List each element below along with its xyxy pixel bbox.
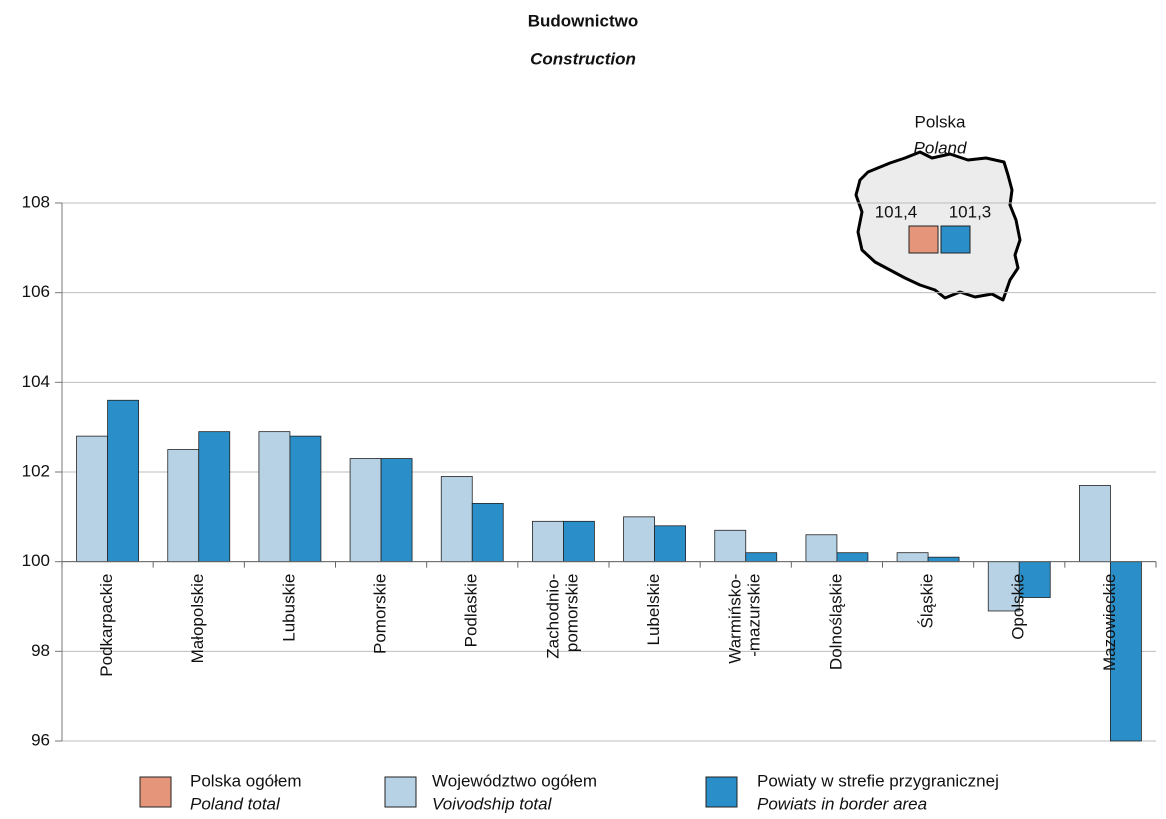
bar <box>1110 561 1142 742</box>
bar <box>349 458 382 563</box>
bar <box>805 534 838 563</box>
x-tick-label: Mazowieckie <box>1100 574 1119 671</box>
x-tick-label: Opolskie <box>1009 574 1028 640</box>
legend-swatch <box>384 776 417 808</box>
legend-label-en: Poland total <box>190 794 281 813</box>
x-tick-label: Podkarpackie <box>97 574 116 677</box>
y-tick-label: 96 <box>31 730 50 749</box>
bar <box>167 449 200 563</box>
x-tick-label: -mazurskie <box>745 574 764 657</box>
bar <box>836 552 869 563</box>
y-tick-label: 98 <box>31 641 50 660</box>
legend-label-en: Voivodship total <box>432 794 553 813</box>
x-tick-label: Śląskie <box>918 574 937 629</box>
bar <box>532 520 564 563</box>
bar <box>289 435 322 563</box>
x-tick-label: Lubuskie <box>279 574 298 642</box>
inset-value-label: 101,4 <box>875 202 918 221</box>
x-tick-label: Warmińsko- <box>726 574 745 664</box>
bar <box>107 399 139 563</box>
bar <box>623 516 655 563</box>
legend-swatch <box>705 776 738 808</box>
y-tick-label: 108 <box>22 192 50 211</box>
y-tick-label: 102 <box>22 461 50 480</box>
bar <box>563 520 595 563</box>
legend-label: Polska ogółem <box>190 771 302 790</box>
chart-title: Budownictwo <box>528 11 638 30</box>
inset-subtitle: Poland <box>914 138 967 157</box>
inset-value-label: 101,3 <box>949 202 992 221</box>
legend-label: Powiaty w strefie przygranicznej <box>757 771 999 790</box>
bar <box>440 476 473 563</box>
bar <box>471 502 504 563</box>
inset-title: Polska <box>914 112 966 131</box>
y-tick-label: 104 <box>22 372 50 391</box>
legend-swatch <box>139 776 172 808</box>
bar <box>896 552 929 563</box>
inset-square <box>940 225 971 254</box>
bar <box>745 552 778 563</box>
bar <box>1079 485 1111 563</box>
bar <box>927 556 960 563</box>
inset-square <box>908 225 939 254</box>
bar <box>654 525 686 563</box>
x-tick-label: Lubelskie <box>644 574 663 646</box>
bar <box>714 529 747 563</box>
legend-label: Województwo ogółem <box>432 771 597 790</box>
x-tick-label: Zachodnio- <box>543 574 562 659</box>
x-tick-label: Pomorskie <box>371 574 390 654</box>
x-tick-label: Podlaskie <box>462 574 481 648</box>
x-tick-label: Małopolskie <box>188 574 207 664</box>
y-tick-label: 100 <box>22 551 50 570</box>
bar <box>258 431 291 563</box>
bar <box>76 435 108 563</box>
x-tick-label: pomorskie <box>562 574 581 652</box>
bar <box>380 458 413 563</box>
bar <box>1018 561 1051 598</box>
chart-subtitle: Construction <box>530 49 636 68</box>
legend-label-en: Powiats in border area <box>757 794 927 813</box>
x-tick-label: Dolnośląskie <box>826 574 845 670</box>
y-tick-label: 106 <box>22 282 50 301</box>
bar <box>198 431 231 563</box>
